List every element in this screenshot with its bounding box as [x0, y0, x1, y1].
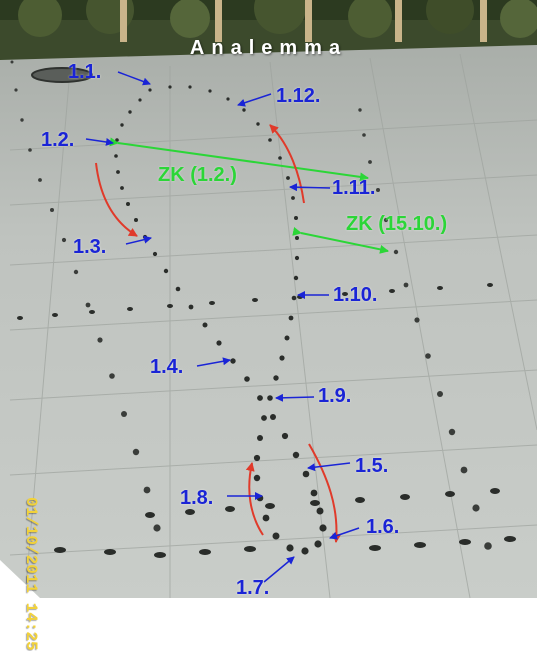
- date-label-1-6: 1.6.: [366, 516, 400, 538]
- hedge-background: [0, 0, 537, 60]
- date-label-1-9: 1.9.: [318, 385, 352, 407]
- date-label-1-2: 1.2.: [41, 129, 75, 151]
- date-label-1-4: 1.4.: [150, 356, 184, 378]
- manhole-cover: [31, 67, 93, 83]
- photo-timestamp: 01/10/2011 14:25: [22, 497, 40, 651]
- date-label-1-8: 1.8.: [180, 487, 214, 509]
- date-label-1-10: 1.10.: [333, 284, 378, 306]
- equation-of-time-label-oct: ZK (15.10.): [346, 213, 448, 235]
- equation-of-time-arrows: [109, 137, 389, 254]
- hour-line-dots: [17, 283, 516, 558]
- date-label-1-7: 1.7.: [236, 577, 270, 599]
- fence-posts: [120, 0, 487, 42]
- analemma-photo: [0, 0, 537, 598]
- date-label-1-3: 1.3.: [73, 236, 107, 258]
- image-title: Analemma: [189, 37, 348, 59]
- photo-corner: [0, 560, 40, 598]
- date-label-1-1: 1.1.: [68, 61, 102, 83]
- equation-of-time-label-feb: ZK (1.2.): [158, 164, 237, 186]
- neighbouring-analemma-dots: [10, 60, 492, 550]
- label-pointer-arrows: [85, 71, 360, 583]
- direction-arrows: [95, 124, 342, 543]
- date-label-1-12: 1.12.: [276, 85, 321, 107]
- date-label-1-11: 1.11.: [332, 177, 376, 199]
- pavement: [0, 45, 537, 598]
- date-label-1-5: 1.5.: [355, 455, 389, 477]
